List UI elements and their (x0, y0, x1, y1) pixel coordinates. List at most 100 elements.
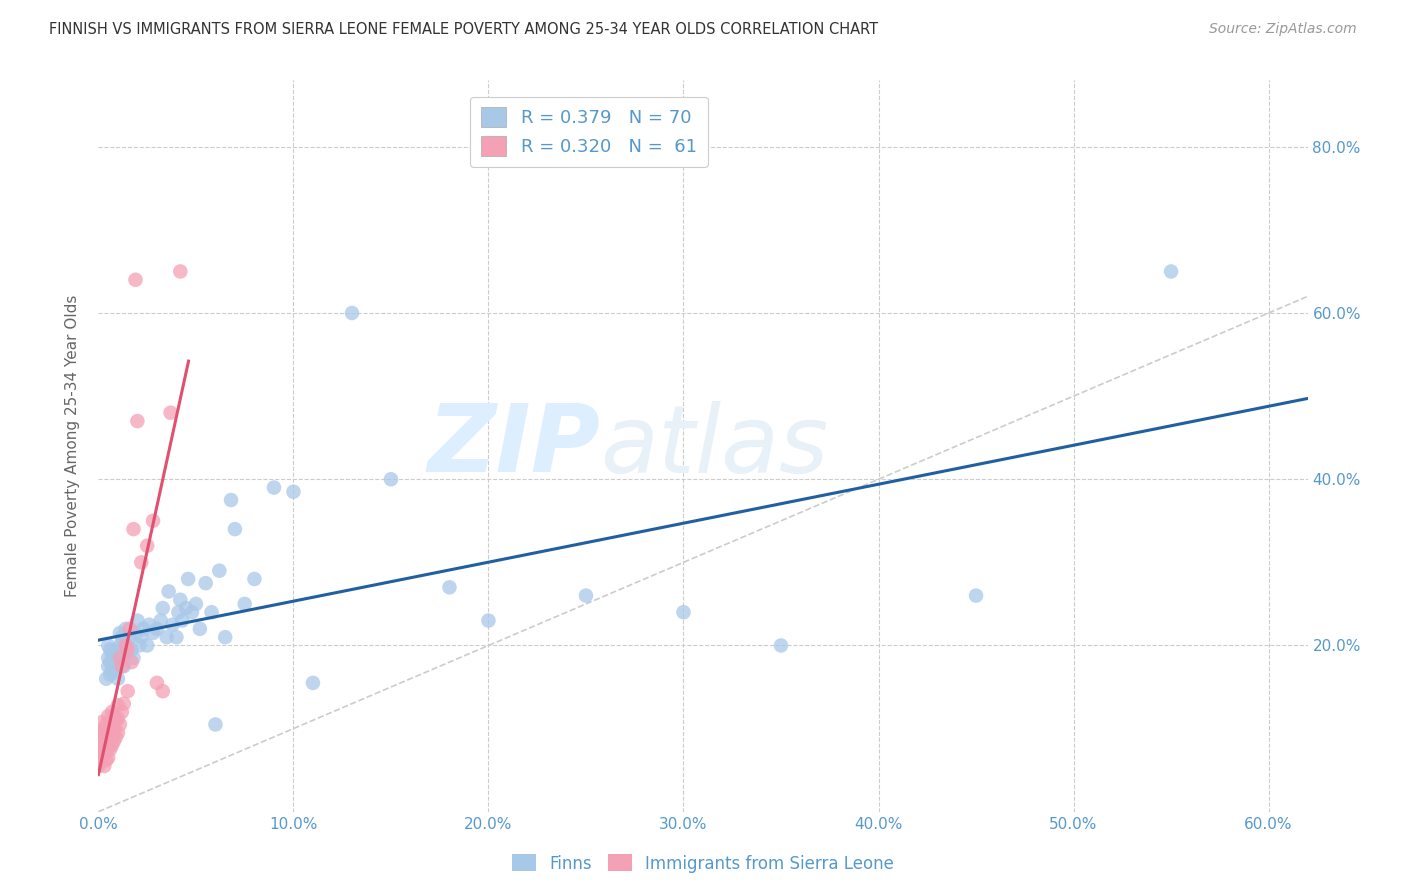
Point (128, 639, 150, 653)
Point (93, 723, 115, 738)
Point (98, 731, 121, 746)
Point (87, 730, 110, 744)
Point (965, 589, 987, 603)
Point (91, 714, 114, 729)
Point (138, 617, 160, 632)
Point (103, 734, 125, 748)
Point (91, 723, 114, 738)
Point (149, 614, 172, 628)
Point (181, 605, 204, 619)
Point (98, 742, 121, 756)
Point (107, 712, 129, 726)
Point (165, 630, 187, 644)
Point (96, 742, 118, 756)
Point (101, 664, 124, 678)
Text: atlas: atlas (600, 401, 828, 491)
Point (108, 717, 131, 731)
Point (131, 630, 153, 644)
Point (152, 601, 174, 615)
Point (117, 684, 139, 698)
Point (121, 642, 143, 657)
Point (111, 630, 134, 644)
Point (188, 622, 211, 636)
Text: Source: ZipAtlas.com: Source: ZipAtlas.com (1209, 22, 1357, 37)
Legend: Finns, Immigrants from Sierra Leone: Finns, Immigrants from Sierra Leone (506, 847, 900, 880)
Point (124, 273, 146, 287)
Point (132, 622, 155, 636)
Point (167, 605, 190, 619)
Point (104, 659, 127, 673)
Point (107, 698, 129, 713)
Point (87, 759, 110, 773)
Point (98, 642, 121, 657)
Point (96, 730, 118, 744)
Y-axis label: Female Poverty Among 25-34 Year Olds: Female Poverty Among 25-34 Year Olds (65, 295, 80, 597)
Point (118, 622, 141, 636)
Point (89, 745, 111, 759)
Point (101, 705, 124, 719)
Point (87, 742, 110, 756)
Point (103, 709, 125, 723)
Point (194, 576, 217, 591)
Point (108, 639, 131, 653)
Point (107, 725, 129, 739)
Point (91, 731, 114, 746)
Text: FINNISH VS IMMIGRANTS FROM SIERRA LEONE FEMALE POVERTY AMONG 25-34 YEAR OLDS COR: FINNISH VS IMMIGRANTS FROM SIERRA LEONE … (49, 22, 879, 37)
Point (101, 714, 124, 729)
Point (219, 493, 242, 508)
Point (103, 665, 125, 679)
Point (340, 306, 363, 320)
Point (122, 522, 145, 536)
Point (89, 755, 111, 769)
Point (96, 753, 118, 767)
Point (97, 659, 120, 673)
Point (97, 639, 120, 653)
Point (112, 697, 135, 711)
Point (93, 759, 115, 773)
Point (98, 667, 121, 681)
Point (114, 647, 136, 661)
Point (91, 739, 114, 754)
Point (439, 580, 461, 594)
Point (104, 730, 127, 744)
Point (283, 484, 305, 499)
Point (97, 720, 120, 734)
Point (107, 672, 129, 686)
Point (101, 647, 124, 661)
Point (672, 605, 695, 619)
Point (97, 730, 120, 744)
Point (127, 614, 149, 628)
Point (89, 725, 111, 739)
Point (87, 750, 110, 764)
Point (142, 514, 165, 528)
Point (91, 748, 114, 763)
Point (104, 642, 127, 657)
Point (97, 750, 120, 764)
Point (117, 639, 139, 653)
Point (1160, 264, 1182, 278)
Point (101, 738, 124, 752)
Point (169, 264, 191, 278)
Point (177, 572, 200, 586)
Point (108, 626, 131, 640)
Point (93, 737, 115, 751)
Point (157, 584, 180, 599)
Point (477, 614, 499, 628)
Point (136, 639, 159, 653)
Point (97, 651, 120, 665)
Point (96, 717, 118, 731)
Point (169, 592, 191, 607)
Point (200, 605, 222, 619)
Point (575, 589, 598, 603)
Point (174, 601, 197, 615)
Point (111, 705, 134, 719)
Point (233, 597, 256, 611)
Point (114, 639, 136, 653)
Point (112, 659, 135, 673)
Point (118, 630, 141, 644)
Point (146, 622, 169, 636)
Point (121, 655, 143, 669)
Point (159, 406, 181, 420)
Point (172, 614, 194, 628)
Point (184, 597, 207, 611)
